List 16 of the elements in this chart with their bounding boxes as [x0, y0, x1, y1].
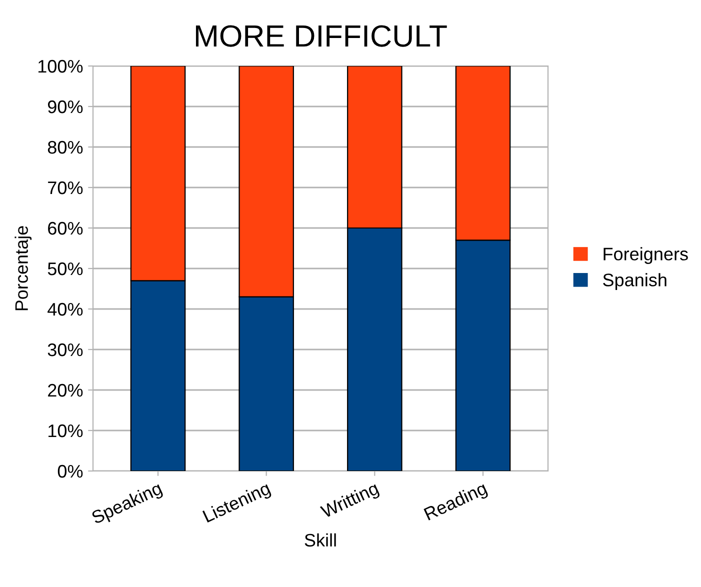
- y-tick-label: 70%: [48, 181, 83, 194]
- y-tick-label: 20%: [48, 384, 83, 397]
- legend-label: Spanish: [603, 273, 666, 290]
- y-tick-label: 100%: [38, 60, 83, 73]
- y-axis-title: Porcentaje: [14, 226, 32, 310]
- y-tick-label: 90%: [48, 100, 83, 114]
- y-tick-label: 60%: [48, 222, 83, 235]
- y-tick-label: 80%: [48, 140, 83, 154]
- x-axis-title: Skill: [304, 533, 336, 547]
- legend-label: Foreigners: [604, 247, 688, 264]
- y-tick-label: 30%: [48, 343, 83, 356]
- y-tick-label: 0%: [58, 464, 83, 478]
- y-tick-label: 40%: [48, 302, 83, 316]
- y-tick-label: 50%: [48, 262, 83, 276]
- chart-title: MORE DIFFICULT: [196, 25, 447, 47]
- y-tick-label: 10%: [48, 424, 83, 438]
